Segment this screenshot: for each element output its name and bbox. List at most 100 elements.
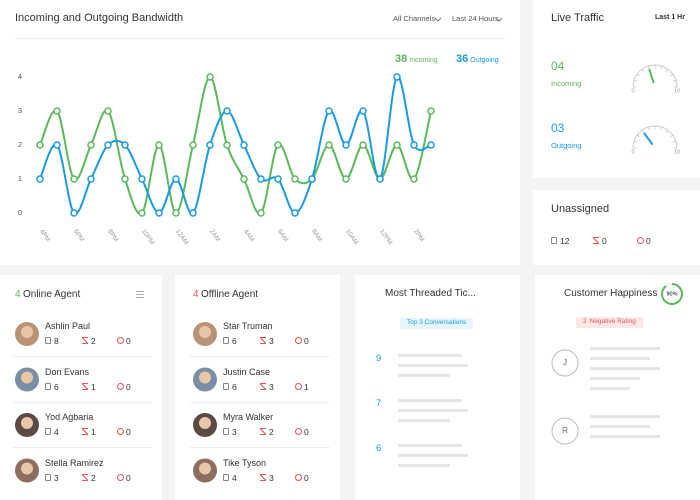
- stat-count: 4: [54, 427, 59, 437]
- stat-count: 3: [269, 336, 274, 346]
- gauge-label: Incoming: [551, 79, 582, 88]
- stat-icon: [260, 473, 266, 481]
- agent-name: Justin Case: [223, 366, 271, 377]
- agent-count: 4: [15, 289, 21, 300]
- placeholder: [398, 374, 450, 377]
- card-title: Online Agent: [23, 289, 81, 300]
- placeholder: [398, 419, 450, 422]
- stat-count: 0: [126, 381, 131, 392]
- stat-count: 6: [232, 381, 237, 392]
- placeholder: [590, 347, 660, 350]
- placeholder: [398, 409, 468, 412]
- stat-icon: [45, 337, 51, 344]
- stat-icon: [223, 428, 229, 435]
- live-traffic-card: [533, 0, 700, 178]
- placeholder: [398, 444, 462, 447]
- divider: [15, 38, 505, 39]
- stat-count: 1: [91, 381, 96, 392]
- stat-icon: [260, 337, 266, 344]
- placeholder: [590, 357, 650, 360]
- stat-icon: [295, 337, 302, 344]
- divider: [190, 356, 330, 357]
- divider: [190, 447, 330, 448]
- stat-icon: [82, 428, 88, 435]
- badge: 2 Negative Rating: [576, 317, 643, 328]
- divider: [12, 401, 152, 403]
- stat-icon: [260, 428, 266, 435]
- card-title: Customer Happiness: [564, 288, 658, 299]
- placeholder: [398, 464, 450, 467]
- thread-count: 9: [376, 353, 382, 364]
- stat-icon: [117, 382, 124, 390]
- agent-name: Myra Walker: [223, 412, 274, 422]
- stat-icon: [82, 382, 88, 390]
- stat-icon: [260, 382, 266, 390]
- stat-icon: [117, 473, 124, 481]
- bandwidth-card: [0, 0, 520, 265]
- stat-icon: [295, 473, 302, 481]
- stat-count: 2: [91, 336, 96, 346]
- filter[interactable]: Last 24 Hours: [452, 14, 499, 23]
- placeholder: [590, 415, 660, 418]
- placeholder: [398, 354, 462, 357]
- stat-icon: [295, 382, 302, 390]
- placeholder: [398, 454, 468, 457]
- stat-icon: [45, 473, 51, 481]
- placeholder: [398, 399, 462, 402]
- divider: [12, 356, 152, 357]
- stat-count: 12: [560, 236, 570, 246]
- stat-count: 6: [232, 336, 237, 346]
- stat-icon: [551, 237, 557, 244]
- placeholder: [590, 377, 640, 380]
- stat-count: 3: [54, 472, 59, 483]
- stat-count: 0: [646, 236, 651, 246]
- stat-count: 3: [232, 427, 237, 437]
- stat-icon: [45, 428, 51, 435]
- divider: [190, 401, 330, 403]
- stat-icon: [295, 428, 302, 435]
- thread-count: 6: [376, 443, 382, 454]
- filter[interactable]: All Channels: [393, 14, 436, 23]
- card-title: Live Traffic: [551, 12, 604, 24]
- stat-icon: [637, 237, 644, 244]
- gauge-label: Outgoing: [551, 141, 582, 150]
- stat-count: 2: [269, 427, 274, 437]
- card-title: Offline Agent: [201, 289, 259, 300]
- period[interactable]: Last 1 Hr: [655, 14, 685, 21]
- agent-count: 4: [193, 289, 199, 300]
- agent-name: Tike Tyson: [223, 457, 267, 468]
- card-title: Most Threaded Tic...: [385, 288, 476, 299]
- stat-count: 3: [269, 472, 274, 483]
- stat-icon: [223, 337, 229, 344]
- placeholder: [590, 367, 660, 370]
- stat-icon: [117, 337, 124, 344]
- stat-icon: [223, 473, 229, 481]
- negative-label: Negative Rating: [589, 318, 636, 325]
- gauge-value: 03: [551, 121, 565, 135]
- stat-count: 1: [91, 427, 96, 437]
- placeholder: [590, 387, 630, 390]
- unassigned-card: [533, 190, 700, 265]
- stat-count: 3: [269, 381, 274, 392]
- thread-count: 7: [376, 398, 382, 409]
- placeholder: [590, 425, 650, 428]
- stat-icon: [82, 337, 88, 344]
- stat-icon: [223, 382, 229, 390]
- stat-count: 6: [54, 381, 59, 392]
- placeholder: [590, 435, 660, 438]
- badge: Top 3 Conversations: [400, 318, 474, 329]
- menu-icon[interactable]: [136, 291, 144, 292]
- card-title: Unassigned: [551, 203, 610, 215]
- stat-count: 0: [304, 336, 309, 346]
- stat-count: 4: [232, 472, 237, 483]
- agent-name: Stella Ramirez: [45, 457, 104, 468]
- stat-count: 0: [126, 336, 131, 346]
- stat-count: 8: [54, 336, 59, 346]
- stat-count: 0: [126, 427, 131, 437]
- agent-name: Ashlin Paul: [45, 321, 91, 331]
- stat-icon: [593, 237, 599, 244]
- stat-icon: [45, 382, 51, 390]
- stat-count: 0: [602, 236, 607, 246]
- agent-name: Star Truman: [223, 321, 273, 331]
